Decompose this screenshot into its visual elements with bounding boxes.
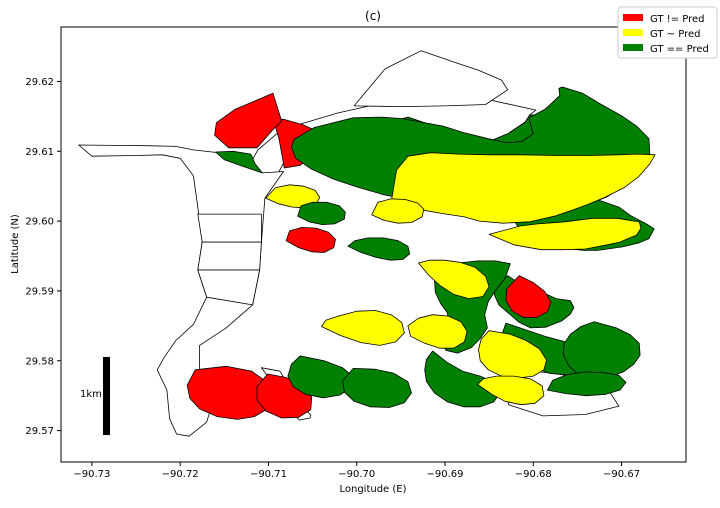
x-tick-label: −90.68: [515, 469, 552, 480]
parcel-yellow-22: [407, 314, 468, 349]
parcel-yellow-23: [320, 310, 405, 346]
y-tick-label: 29.57: [25, 426, 54, 437]
parcel-red-33: [285, 226, 336, 253]
legend: GT != Pred GT ~ Pred GT == Pred: [617, 6, 718, 59]
plot-frame: [60, 26, 687, 463]
parcel-yellow-36: [371, 198, 425, 224]
y-tick-label: 29.62: [25, 77, 54, 88]
parcel-green-20: [547, 371, 627, 397]
parcel-yellow-30: [418, 259, 490, 300]
x-tick-label: −90.71: [250, 469, 287, 480]
parcel-green-35: [297, 201, 346, 226]
parcel-white-3: [197, 213, 262, 243]
parcel-green-10: [215, 150, 263, 174]
y-axis-label: Latitude (N): [10, 214, 21, 274]
chart-title: (c): [365, 9, 381, 23]
legend-label-red: GT != Pred: [650, 14, 705, 25]
parcel-layer: [78, 50, 656, 437]
parcel-yellow-29: [477, 375, 545, 406]
x-tick-label: −90.69: [426, 469, 463, 480]
legend-swatch-red: [623, 14, 643, 21]
y-axis-ticks: 29.57 29.58 29.59 29.60 29.61 29.62: [25, 77, 61, 437]
legend-swatch-green: [623, 44, 643, 51]
y-tick-label: 29.61: [25, 147, 54, 158]
scale-bar-label: 1km: [80, 389, 102, 400]
parcel-green-27: [342, 367, 412, 408]
parcel-red-9: [214, 92, 283, 149]
parcel-green-26: [287, 355, 354, 399]
x-tick-label: −90.70: [338, 469, 375, 480]
x-axis-label: Longitude (E): [339, 484, 406, 495]
parcel-red-24: [186, 365, 274, 420]
y-tick-label: 29.59: [25, 286, 54, 297]
scale-bar-rect: [103, 357, 110, 435]
legend-label-green: GT == Pred: [650, 44, 709, 55]
legend-label-yellow: GT ~ Pred: [650, 29, 700, 40]
x-tick-label: −90.73: [73, 469, 110, 480]
parcel-green-28: [424, 350, 501, 408]
parcel-white-1: [353, 50, 509, 107]
x-tick-label: −90.72: [162, 469, 199, 480]
y-tick-label: 29.60: [25, 217, 54, 228]
parcel-yellow-34: [265, 184, 321, 209]
parcel-yellow-15: [488, 217, 642, 251]
parcel-yellow-14: [390, 152, 656, 224]
parcel-white-4: [197, 241, 262, 271]
x-axis-ticks: −90.73 −90.72 −90.71 −90.70 −90.69 −90.68 −90.…: [73, 462, 640, 480]
parcel-white-5: [197, 269, 261, 306]
parcel-green-32: [347, 237, 411, 261]
scale-bar: 1km: [80, 357, 110, 435]
parcel-yellow-21: [478, 330, 547, 379]
parcel-green-19: [562, 321, 641, 380]
legend-swatch-yellow: [623, 29, 643, 36]
y-tick-label: 29.58: [25, 356, 54, 367]
x-tick-label: −90.67: [603, 469, 640, 480]
parcel-red-31: [505, 275, 552, 318]
